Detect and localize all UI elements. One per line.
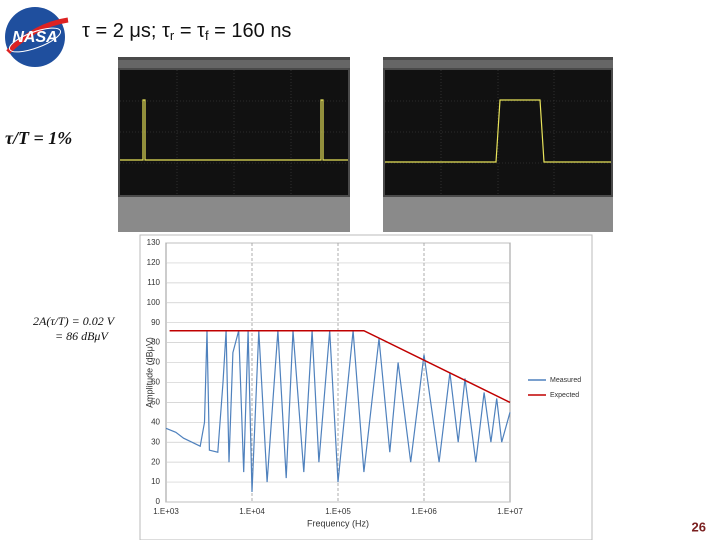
title-part: τ = 2 μs; τ — [82, 20, 170, 42]
page-number: 26 — [692, 519, 706, 534]
title-sub: r — [170, 28, 175, 43]
x-tick-label: 1.E+05 — [325, 507, 351, 516]
title-part: = 160 ns — [209, 20, 292, 42]
title-part: = τ — [174, 20, 205, 42]
y-tick-label: 120 — [147, 258, 161, 267]
amp-annotation: 2A(τ/T) = 0.02 V — [33, 314, 116, 328]
y-tick-label: 10 — [151, 477, 160, 486]
x-tick-label: 1.E+06 — [411, 507, 437, 516]
y-tick-label: 110 — [147, 278, 160, 287]
y-tick-label: 0 — [156, 497, 161, 506]
y-tick-label: 80 — [151, 338, 160, 347]
chart: 0 10 20 30 40 50 60 70 80 90 100 110 120 130 1.E+03 1.E… — [144, 238, 581, 528]
x-tick-label: 1.E+07 — [497, 507, 523, 516]
x-tick-label: 1.E+04 — [239, 507, 265, 516]
y-tick-label: 20 — [151, 457, 160, 466]
scope-left — [118, 57, 350, 232]
y-tick-label: 40 — [151, 417, 160, 426]
logo: NASA — [5, 7, 69, 67]
y-tick-label: 30 — [151, 437, 160, 446]
scope-right — [383, 57, 613, 232]
series-line — [165, 330, 511, 493]
y-tick-label: 100 — [147, 298, 161, 307]
y-tick-label: 50 — [151, 397, 160, 406]
x-tick-label: 1.E+03 — [153, 507, 179, 516]
title-sub: f — [205, 28, 209, 43]
slide-title: τ = 2 μs; τr = τf = 160 ns — [82, 20, 291, 43]
y-tick-label: 130 — [147, 238, 161, 247]
logo-text: NASA — [12, 29, 57, 46]
legend-label: Expected — [550, 392, 579, 399]
y-tick-label: 70 — [151, 358, 160, 367]
legend-label: Measured — [550, 377, 581, 384]
x-axis-label: Frequency (Hz) — [307, 518, 369, 528]
duty-annotation: τ/T = 1% — [5, 128, 72, 148]
series-line — [169, 329, 511, 404]
y-tick-label: 60 — [151, 378, 160, 387]
y-axis-label: Amplitude (dBμV) — [144, 337, 154, 408]
amp-annotation: = 86 dBμV — [55, 329, 109, 343]
y-tick-label: 90 — [151, 318, 160, 327]
